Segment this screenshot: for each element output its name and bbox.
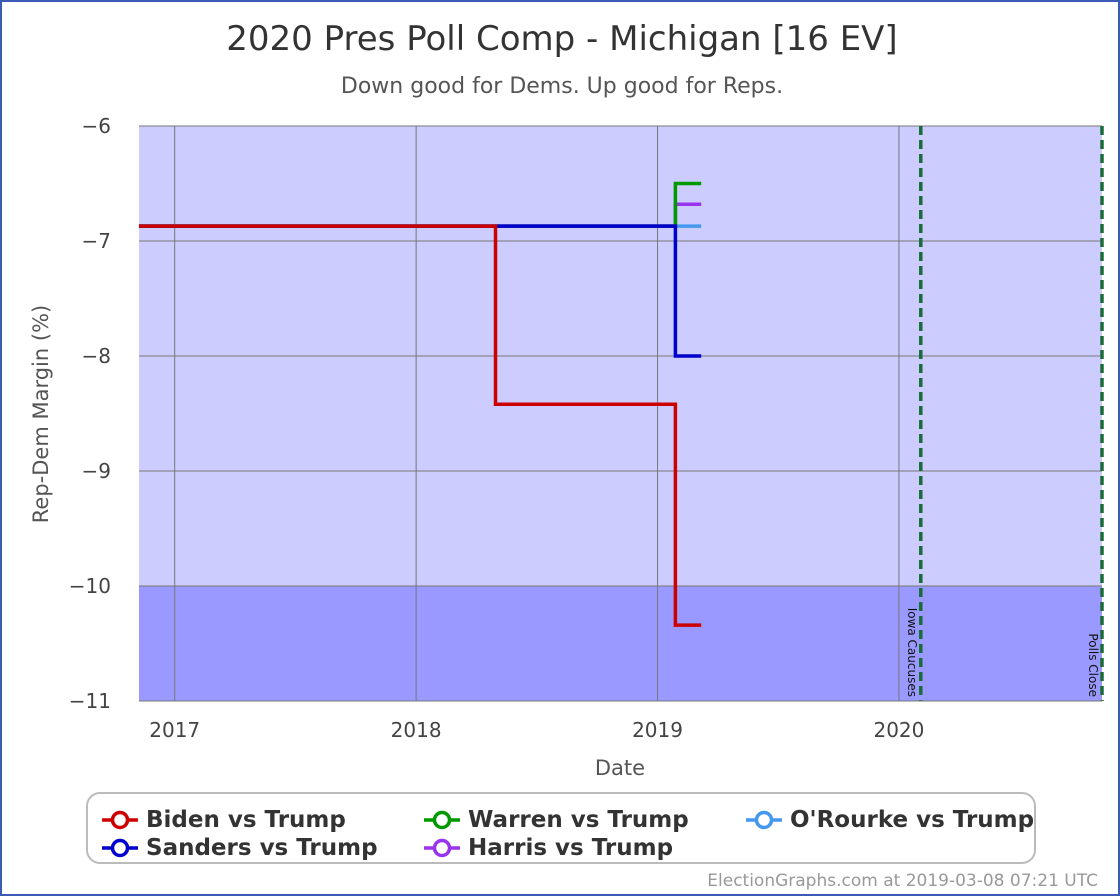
y-axis-ticks: −6 −7 −8 −9 −10 −11 — [69, 114, 111, 713]
y-tick-label-0: −6 — [82, 114, 111, 138]
legend-item[interactable]: Harris vs Trump — [422, 834, 673, 862]
y-tick-label-2: −8 — [82, 344, 111, 368]
legend-marker-icon — [424, 810, 460, 830]
legend-marker-icon — [746, 810, 782, 830]
legend-item[interactable]: Biden vs Trump — [100, 806, 346, 834]
band-1 — [139, 586, 1102, 701]
series-lines — [139, 181, 702, 627]
legend-label: Biden vs Trump — [146, 807, 346, 833]
event-label-1: Polls Close — [1086, 633, 1100, 697]
y-tick-label-1: −7 — [82, 229, 111, 253]
x-tick-label-2: 2019 — [632, 718, 683, 742]
x-axis-label: Date — [595, 756, 645, 780]
legend-item[interactable]: O'Rourke vs Trump — [744, 806, 1034, 834]
legend-marker-icon — [424, 838, 460, 858]
legend-label: Harris vs Trump — [468, 835, 674, 861]
chart-title: 2020 Pres Poll Comp - Michigan [16 EV] — [226, 19, 897, 59]
series-line-0 — [139, 224, 702, 627]
x-tick-label-0: 2017 — [149, 718, 200, 742]
legend-marker-icon — [102, 838, 138, 858]
y-axis-label: Rep-Dem Margin (%) — [29, 305, 53, 523]
legend-label: O'Rourke vs Trump — [790, 807, 1035, 833]
x-tick-label-1: 2018 — [391, 718, 442, 742]
legend-label: Warren vs Trump — [468, 807, 689, 833]
background-bands — [139, 126, 1102, 701]
legend: Biden vs Trump Warren vs Trump O'Rourke vs… — [86, 792, 1036, 864]
credit-text: ElectionGraphs.com at 2019-03-08 07:21 U… — [707, 871, 1098, 891]
y-tick-label-4: −10 — [69, 574, 111, 598]
y-tick-label-5: −11 — [69, 689, 111, 713]
x-tick-label-3: 2020 — [873, 718, 924, 742]
event-lines: Iowa Caucuses Polls Close — [905, 126, 1104, 701]
x-axis-ticks: 2017 2018 2019 2020 — [149, 718, 924, 742]
legend-marker-icon — [102, 810, 138, 830]
y-tick-label-3: −9 — [82, 459, 111, 483]
chart-subtitle: Down good for Dems. Up good for Reps. — [341, 74, 783, 99]
legend-label: Sanders vs Trump — [146, 835, 378, 861]
legend-item[interactable]: Sanders vs Trump — [100, 834, 378, 862]
event-label-0: Iowa Caucuses — [905, 608, 919, 697]
legend-item[interactable]: Warren vs Trump — [422, 806, 689, 834]
